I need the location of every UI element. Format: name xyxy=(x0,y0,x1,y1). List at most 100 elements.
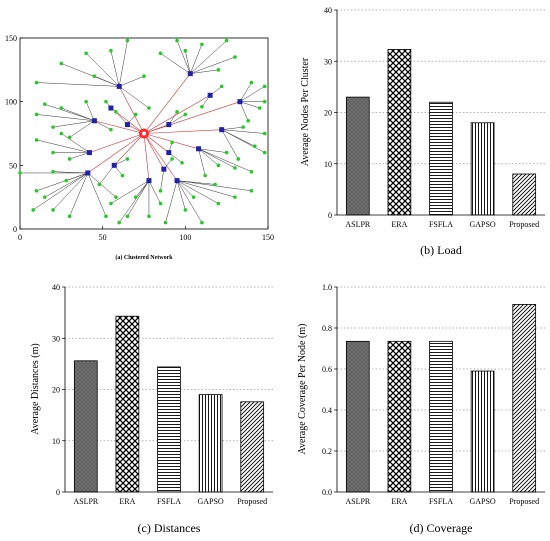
head-sink-link xyxy=(143,133,169,153)
cluster-head xyxy=(196,146,202,152)
member-link xyxy=(176,180,194,198)
sensor-node xyxy=(34,112,39,117)
y-tick-label: 1.0 xyxy=(322,283,332,292)
x-tick-label: ASLPR xyxy=(345,220,371,229)
cluster-head xyxy=(174,178,180,184)
sensor-node xyxy=(109,201,113,206)
member-link xyxy=(44,172,88,198)
member-link xyxy=(87,172,107,217)
sensor-node xyxy=(200,220,204,225)
head-sink-link xyxy=(143,133,150,181)
y-tick-label: 30 xyxy=(324,57,332,66)
coverage-caption: (d) Coverage xyxy=(410,521,473,535)
bar-fsfla xyxy=(429,340,453,493)
sensor-node xyxy=(92,74,97,78)
x-tick-label: FSFLA xyxy=(429,220,453,229)
sensor-node xyxy=(233,166,237,170)
member-link xyxy=(176,180,203,223)
bar-era xyxy=(115,315,140,493)
member-link xyxy=(36,82,120,87)
member-link xyxy=(198,148,252,172)
head-sink-link xyxy=(143,73,191,134)
member-link xyxy=(148,180,161,204)
sensor-node xyxy=(67,157,72,161)
member-link xyxy=(69,152,90,160)
head-sink-link xyxy=(94,120,145,134)
sensor-node xyxy=(59,131,64,136)
x-tick-label: Proposed xyxy=(237,497,267,506)
cluster-head xyxy=(161,166,167,172)
sensor-node xyxy=(109,48,113,53)
member-link xyxy=(190,44,203,74)
y-tick-label: 0 xyxy=(328,211,332,220)
sensor-node xyxy=(183,208,188,212)
member-link xyxy=(36,114,95,122)
sensor-node xyxy=(236,157,241,161)
member-link xyxy=(160,169,165,191)
member-link xyxy=(190,40,227,74)
sensor-node xyxy=(125,38,130,43)
head-sink-link xyxy=(143,95,211,134)
sensor-node xyxy=(233,195,237,199)
coverage-y-axis-label: Average Coverage Per Node (m) xyxy=(297,324,308,455)
member-link xyxy=(61,107,95,121)
sensor-node xyxy=(43,195,47,199)
sensor-node xyxy=(158,201,163,206)
coverage-panel: ASLPR ERA FSFLA GAPSO Proposed 0.0 0.2 0.4 0.6 0.… xyxy=(297,283,545,535)
member-link xyxy=(239,101,260,109)
y-tick-label: 0.8 xyxy=(322,324,332,333)
cluster-head xyxy=(108,105,114,111)
x-tick-label: 150 xyxy=(262,233,274,242)
member-link xyxy=(127,180,150,217)
sensor-node xyxy=(170,157,174,161)
sensor-node xyxy=(84,99,88,104)
sensor-node xyxy=(104,99,108,104)
y-tick-label: 20 xyxy=(52,386,60,395)
member-link xyxy=(176,180,186,210)
member-link xyxy=(53,120,95,128)
y-tick-label: 10 xyxy=(324,160,332,169)
member-link xyxy=(176,180,219,204)
x-tick-label: ASLPR xyxy=(73,497,99,506)
y-tick-label: 0.4 xyxy=(322,406,332,415)
sensor-node xyxy=(51,208,55,212)
sensor-node xyxy=(120,173,125,178)
y-tick-label: 40 xyxy=(324,6,332,15)
member-link xyxy=(110,180,150,204)
member-link xyxy=(185,50,191,74)
bar-fsfla xyxy=(157,366,181,493)
sensor-node xyxy=(34,189,39,193)
y-tick-label: 0 xyxy=(56,488,60,497)
member-link xyxy=(198,148,219,166)
x-tick-label: Proposed xyxy=(509,497,539,506)
bar-fsfla xyxy=(429,101,453,216)
sensor-node xyxy=(133,195,138,199)
y-tick-label: 100 xyxy=(5,98,17,107)
sensor-node xyxy=(249,169,254,174)
sensor-node xyxy=(104,214,108,219)
cluster-head xyxy=(146,178,152,184)
cluster-head xyxy=(219,127,225,133)
sensor-node xyxy=(224,38,229,43)
member-link xyxy=(190,56,236,74)
sensor-node xyxy=(213,182,217,187)
x-tick-label: GAPSO xyxy=(197,497,223,506)
sink-node-center xyxy=(142,131,146,136)
sensor-node xyxy=(51,150,55,155)
member-link xyxy=(239,101,249,121)
bar-era xyxy=(387,49,412,216)
bar-aslpr xyxy=(73,360,98,493)
sensor-node xyxy=(219,84,224,89)
member-link xyxy=(110,50,120,87)
sensor-node xyxy=(241,125,245,129)
cluster-head xyxy=(86,150,92,156)
x-tick-label: ERA xyxy=(119,497,135,506)
member-link xyxy=(198,148,206,176)
sensor-node xyxy=(191,195,196,199)
network-caption: (a) Clustered Network xyxy=(115,254,173,261)
y-tick-label: 50 xyxy=(9,161,17,170)
bar-aslpr xyxy=(345,340,370,493)
sensor-node xyxy=(117,220,121,225)
member-link xyxy=(44,103,95,122)
y-tick-label: 0 xyxy=(13,225,17,234)
